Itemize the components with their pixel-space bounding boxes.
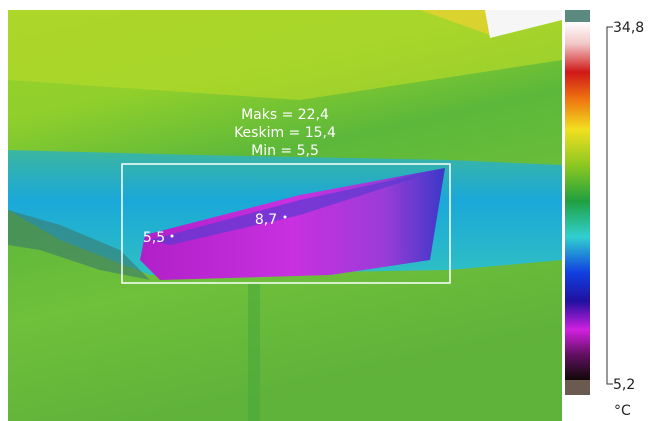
cold-edge — [150, 170, 440, 245]
ceiling — [8, 10, 562, 100]
spot-label: 5,5 — [143, 230, 165, 246]
spot-label: 8,7 — [255, 212, 277, 228]
scale-unit: °C — [614, 403, 631, 419]
spot-marker — [170, 234, 174, 238]
post — [248, 283, 260, 421]
white-area — [485, 10, 562, 38]
cold-zone — [140, 168, 445, 280]
color-scale — [565, 22, 590, 380]
scale-bracket — [606, 26, 613, 385]
scale-bottom — [565, 380, 590, 395]
area-max: Maks = 22,4 — [241, 107, 329, 123]
measure-box — [121, 163, 451, 284]
edge — [8, 210, 150, 280]
scale-top — [565, 10, 590, 22]
area-mean: Keskim = 15,4 — [234, 125, 336, 141]
scale-max: 34,8 — [613, 20, 644, 36]
area-min: Min = 5,5 — [251, 143, 319, 159]
spot-marker — [283, 215, 287, 219]
scale-min: 5,2 — [613, 377, 635, 393]
